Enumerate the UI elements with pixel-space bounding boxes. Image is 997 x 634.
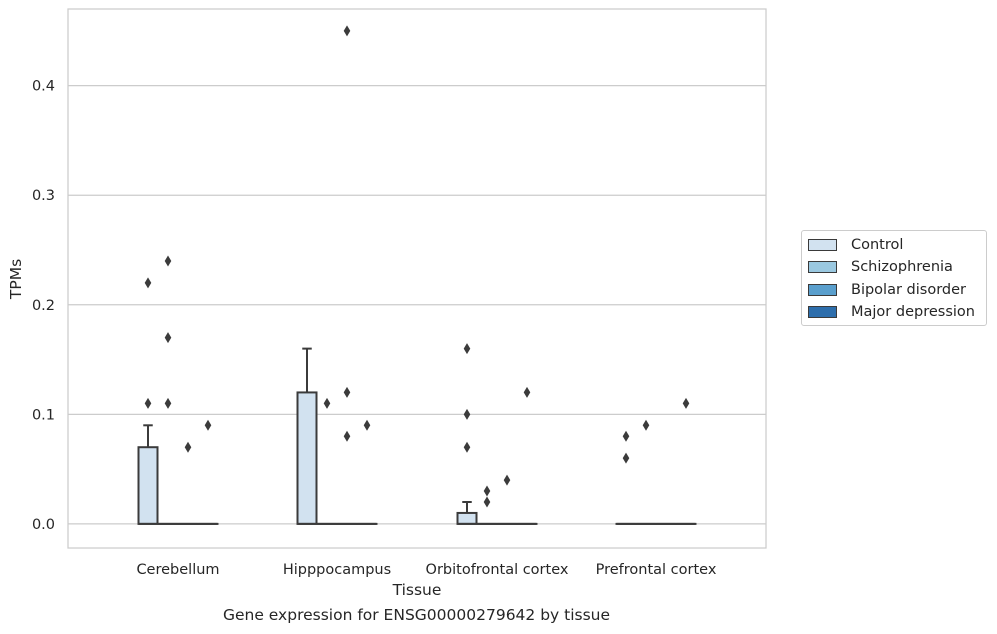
legend-item-schizophrenia: Schizophrenia <box>808 258 953 276</box>
legend: Control Schizophrenia Bipolar disorder M… <box>801 230 987 326</box>
box-group <box>516 386 538 525</box>
box-group <box>456 343 478 525</box>
legend-swatch-bipolar-disorder <box>808 284 837 296</box>
x-tick-label: Orbitofrontal cortex <box>426 562 569 578</box>
y-axis-label: TPMs <box>7 259 25 300</box>
outlier-point <box>184 441 192 453</box>
box-group <box>615 430 637 525</box>
outlier-point <box>463 441 471 453</box>
y-tick-label: 0.0 <box>32 517 55 533</box>
box-group <box>157 255 179 525</box>
box-group <box>675 397 697 525</box>
box <box>137 446 159 525</box>
outlier-point <box>164 332 172 344</box>
figure-caption: Gene expression for ENSG00000279642 by t… <box>222 606 611 624</box>
outlier-point <box>622 452 630 464</box>
outlier-point <box>463 408 471 420</box>
outlier-point <box>523 386 531 398</box>
gridlines <box>68 85 766 525</box>
box-group <box>356 419 378 525</box>
x-axis-label: Tissue <box>392 581 442 599</box>
y-tick-label: 0.3 <box>32 188 55 204</box>
outlier-point <box>642 419 650 431</box>
outlier-point <box>164 397 172 409</box>
legend-label-bipolar-disorder: Bipolar disorder <box>851 282 966 298</box>
box-group <box>296 347 318 525</box>
outlier-point <box>323 397 331 409</box>
legend-label-control: Control <box>851 237 904 253</box>
outlier-point <box>483 496 491 508</box>
box-group <box>137 277 159 525</box>
y-tick-label: 0.1 <box>32 407 55 423</box>
outlier-point <box>144 397 152 409</box>
outlier-point <box>204 419 212 431</box>
legend-swatch-major-depression <box>808 306 837 318</box>
box-group <box>316 397 338 525</box>
outlier-point <box>483 485 491 497</box>
plot-frame <box>67 8 767 549</box>
box-group <box>197 419 219 525</box>
outlier-point <box>343 386 351 398</box>
box-group <box>476 485 498 525</box>
legend-item-major-depression: Major depression <box>808 303 975 321</box>
x-tick-label: Cerebellum <box>136 562 219 578</box>
outlier-point <box>463 343 471 355</box>
y-tick-labels: 0.0 0.1 0.2 0.3 0.4 <box>32 79 55 533</box>
x-tick-label: Prefrontal cortex <box>596 562 717 578</box>
legend-label-major-depression: Major depression <box>851 304 975 320</box>
outlier-point <box>363 419 371 431</box>
box-group <box>496 474 518 525</box>
x-tick-label: Hipppocampus <box>283 562 391 578</box>
outlier-point <box>503 474 511 486</box>
y-tick-label: 0.4 <box>32 79 55 95</box>
outlier-point <box>343 25 351 37</box>
outlier-point <box>343 430 351 442</box>
y-tick-label: 0.2 <box>32 298 55 314</box>
outlier-point <box>622 430 630 442</box>
boxes <box>137 25 697 525</box>
x-tick-labels: Cerebellum Hipppocampus Orbitofrontal cort… <box>136 562 716 578</box>
box-group <box>635 419 657 525</box>
legend-swatch-schizophrenia <box>808 261 837 273</box>
box <box>456 511 478 525</box>
legend-swatch-control <box>808 239 837 251</box>
outlier-point <box>164 255 172 267</box>
box-group <box>336 25 358 525</box>
outlier-point <box>682 397 690 409</box>
box <box>296 391 318 525</box>
outlier-point <box>144 277 152 289</box>
legend-item-control: Control <box>808 236 903 254</box>
box-group <box>177 441 199 525</box>
legend-label-schizophrenia: Schizophrenia <box>851 259 953 275</box>
legend-item-bipolar-disorder: Bipolar disorder <box>808 281 966 299</box>
